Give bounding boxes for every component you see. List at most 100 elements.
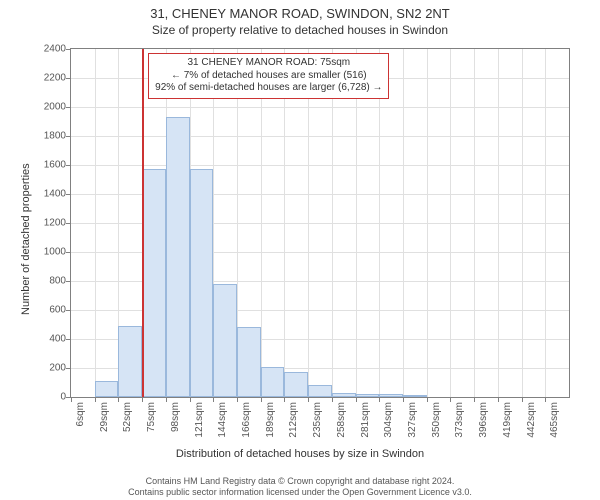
- y-tick: [66, 310, 70, 311]
- gridline-v: [427, 49, 428, 397]
- x-tick: [498, 398, 499, 402]
- y-tick: [66, 339, 70, 340]
- histogram-bar: [237, 327, 261, 397]
- gridline-v: [522, 49, 523, 397]
- callout-box: 31 CHENEY MANOR ROAD: 75sqm← 7% of detac…: [148, 53, 389, 99]
- x-tick-label: 166sqm: [241, 402, 252, 452]
- footer-line-2: Contains public sector information licen…: [0, 487, 600, 498]
- x-tick-label: 419sqm: [502, 402, 513, 452]
- gridline-h: [71, 107, 569, 108]
- x-tick: [545, 398, 546, 402]
- x-tick: [71, 398, 72, 402]
- callout-line: ← 7% of detached houses are smaller (516…: [155, 70, 382, 83]
- y-tick-label: 600: [26, 305, 66, 316]
- x-tick-label: 121sqm: [194, 402, 205, 452]
- x-tick: [213, 398, 214, 402]
- x-tick: [403, 398, 404, 402]
- x-tick: [261, 398, 262, 402]
- callout-line: 31 CHENEY MANOR ROAD: 75sqm: [155, 57, 382, 70]
- x-tick: [450, 398, 451, 402]
- gridline-h: [71, 165, 569, 166]
- x-tick: [237, 398, 238, 402]
- x-tick: [427, 398, 428, 402]
- x-tick: [166, 398, 167, 402]
- x-tick: [308, 398, 309, 402]
- y-tick: [66, 49, 70, 50]
- histogram-bar: [213, 284, 237, 397]
- x-tick: [284, 398, 285, 402]
- y-tick-label: 1200: [26, 218, 66, 229]
- x-tick-label: 258sqm: [336, 402, 347, 452]
- x-tick-label: 327sqm: [407, 402, 418, 452]
- x-tick-label: 281sqm: [360, 402, 371, 452]
- x-tick: [332, 398, 333, 402]
- x-tick-label: 465sqm: [549, 402, 560, 452]
- y-tick-label: 0: [26, 392, 66, 403]
- gridline-v: [450, 49, 451, 397]
- plot-area: 31 CHENEY MANOR ROAD: 75sqm← 7% of detac…: [70, 48, 570, 398]
- y-tick: [66, 136, 70, 137]
- gridline-v: [308, 49, 309, 397]
- callout-line: 92% of semi-detached houses are larger (…: [155, 82, 382, 95]
- y-tick-label: 2000: [26, 102, 66, 113]
- x-tick-label: 396sqm: [478, 402, 489, 452]
- x-tick: [118, 398, 119, 402]
- x-tick: [95, 398, 96, 402]
- y-tick-label: 1000: [26, 247, 66, 258]
- footer-attribution: Contains HM Land Registry data © Crown c…: [0, 476, 600, 498]
- x-tick-label: 373sqm: [454, 402, 465, 452]
- y-tick: [66, 368, 70, 369]
- main-title: 31, CHENEY MANOR ROAD, SWINDON, SN2 2NT: [0, 0, 600, 21]
- x-tick-label: 52sqm: [122, 402, 133, 452]
- histogram-bar: [308, 385, 332, 397]
- x-tick-label: 29sqm: [99, 402, 110, 452]
- histogram-bar: [379, 394, 403, 397]
- gridline-v: [545, 49, 546, 397]
- histogram-bar: [261, 367, 285, 397]
- gridline-v: [379, 49, 380, 397]
- gridline-v: [95, 49, 96, 397]
- x-tick: [190, 398, 191, 402]
- gridline-v: [403, 49, 404, 397]
- histogram-bar: [190, 169, 214, 397]
- x-tick-label: 442sqm: [526, 402, 537, 452]
- y-tick-label: 400: [26, 334, 66, 345]
- histogram-bar: [142, 169, 166, 397]
- y-tick: [66, 252, 70, 253]
- histogram-bar: [356, 394, 380, 397]
- x-tick-label: 235sqm: [312, 402, 323, 452]
- subtitle: Size of property relative to detached ho…: [0, 21, 600, 37]
- histogram-bar: [166, 117, 190, 397]
- x-tick: [379, 398, 380, 402]
- y-tick: [66, 281, 70, 282]
- gridline-v: [356, 49, 357, 397]
- x-tick-label: 212sqm: [288, 402, 299, 452]
- y-tick: [66, 194, 70, 195]
- gridline-v: [332, 49, 333, 397]
- histogram-bar: [284, 372, 308, 397]
- x-tick: [522, 398, 523, 402]
- y-tick: [66, 223, 70, 224]
- gridline-h: [71, 136, 569, 137]
- footer-line-1: Contains HM Land Registry data © Crown c…: [0, 476, 600, 487]
- histogram-bar: [332, 393, 356, 397]
- histogram-bar: [403, 395, 427, 397]
- gridline-v: [498, 49, 499, 397]
- x-tick-label: 98sqm: [170, 402, 181, 452]
- y-tick-label: 1400: [26, 189, 66, 200]
- y-tick-label: 1600: [26, 160, 66, 171]
- x-tick-label: 304sqm: [383, 402, 394, 452]
- histogram-bar: [95, 381, 119, 397]
- x-tick: [356, 398, 357, 402]
- y-tick: [66, 397, 70, 398]
- y-tick-label: 2400: [26, 44, 66, 55]
- marker-line: [142, 49, 144, 397]
- gridline-v: [474, 49, 475, 397]
- x-tick-label: 6sqm: [75, 402, 86, 452]
- x-tick-label: 189sqm: [265, 402, 276, 452]
- chart-container: { "titles": { "main": "31, CHENEY MANOR …: [0, 0, 600, 500]
- y-axis-title: Number of detached properties: [20, 163, 32, 315]
- x-tick-label: 75sqm: [146, 402, 157, 452]
- histogram-bar: [118, 326, 142, 397]
- gridline-v: [284, 49, 285, 397]
